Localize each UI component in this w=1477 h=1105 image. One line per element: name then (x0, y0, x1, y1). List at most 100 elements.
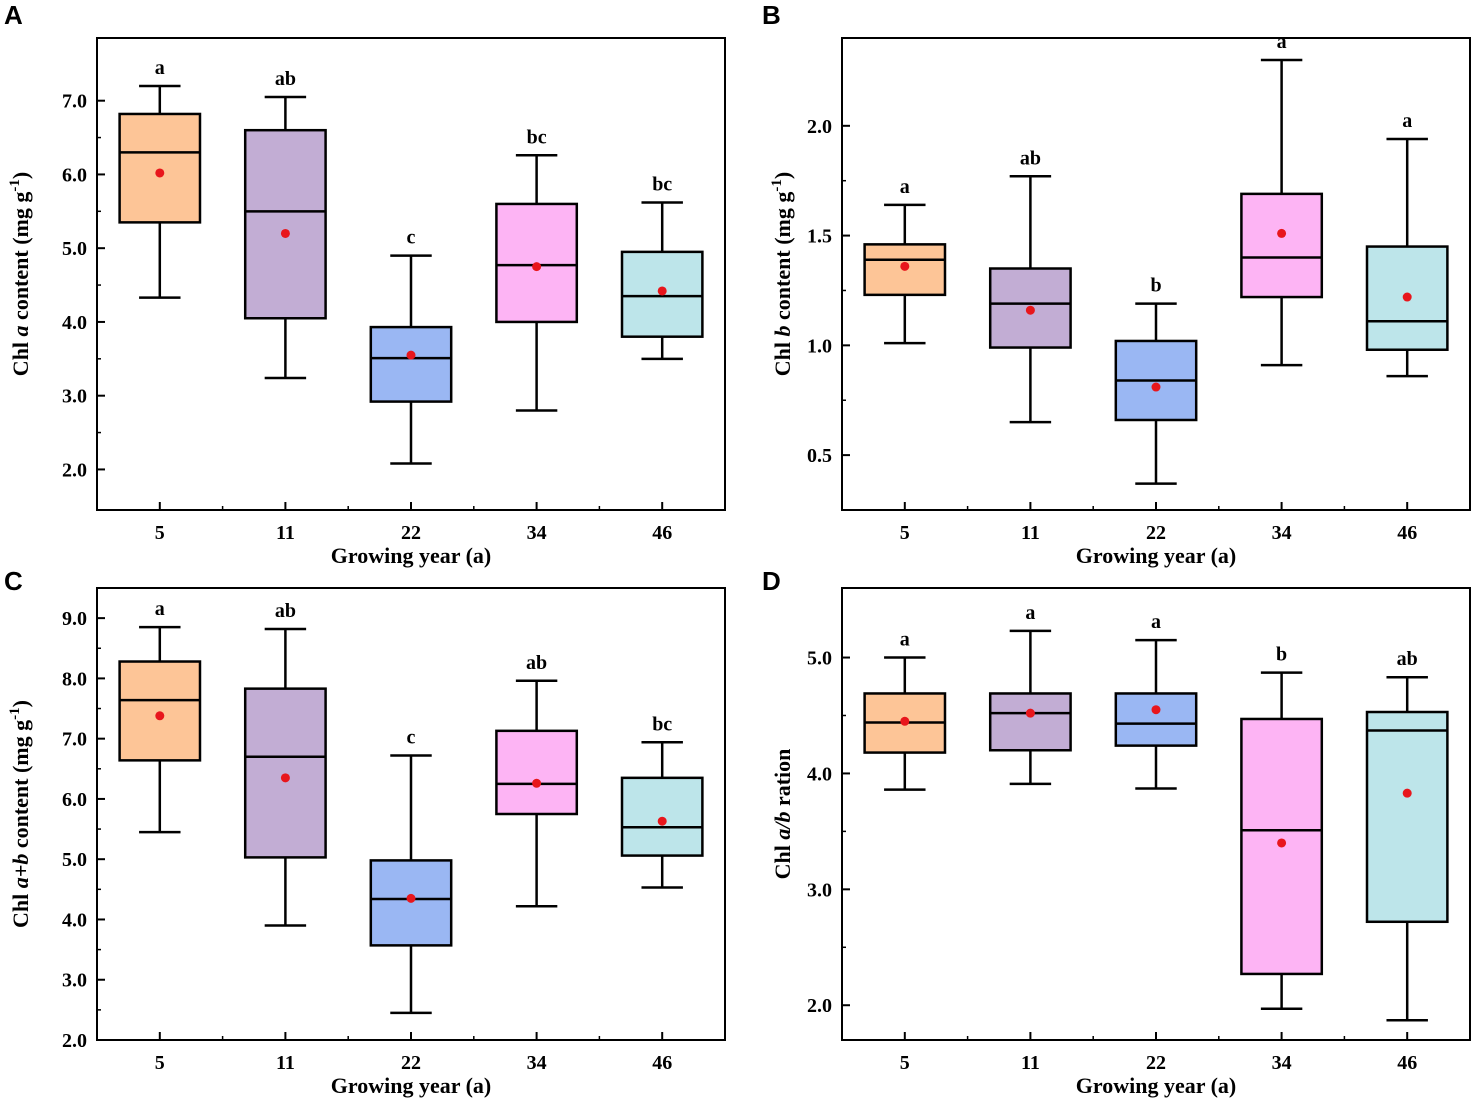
y-tick-label: 2.0 (807, 116, 832, 138)
box-iqr (1114, 692, 1198, 747)
x-tick-label: 22 (1146, 522, 1166, 544)
x-axis-title: Growing year (a) (1076, 543, 1237, 568)
x-tick-label: 34 (527, 1052, 547, 1074)
significance-letter: bc (652, 173, 672, 195)
significance-letter: a (900, 176, 910, 198)
y-tick-label: 1.5 (807, 226, 832, 248)
y-axis-title: Chl a/b ration (770, 749, 795, 880)
significance-letter: b (1276, 644, 1287, 666)
x-tick-label: 11 (1021, 522, 1040, 544)
mean-marker (657, 286, 667, 296)
mean-marker (532, 262, 542, 272)
y-title-prefix: Chl (8, 336, 33, 376)
box-iqr (369, 859, 453, 947)
x-tick-label: 11 (276, 522, 295, 544)
mean-marker (1151, 705, 1161, 715)
significance-letter: ab (275, 68, 296, 90)
panel-b: B 0.5 1.0 1.5 2.0 5 11 22 34 46 Growing year (a) Ch… (762, 0, 1471, 568)
box-11: ab (988, 147, 1072, 424)
mean-marker (900, 261, 910, 271)
box-22: c (369, 227, 453, 465)
y-title-prefix: Chl (8, 888, 33, 928)
mean-marker (155, 168, 165, 178)
mean-marker (1402, 788, 1412, 798)
mean-marker (1277, 838, 1287, 848)
panel-a: A 2.0 3.0 4.0 5.0 6.0 7.0 5 11 22 34 46 Growing year… (4, 0, 726, 568)
box-5: a (118, 598, 202, 834)
y-tick-label: 2.0 (807, 995, 832, 1017)
mean-marker (657, 816, 667, 826)
y-tick-label: 7.0 (62, 91, 87, 113)
y-title-italic: a (8, 325, 33, 336)
panel-letter: B (762, 0, 781, 30)
x-tick-label: 22 (401, 522, 421, 544)
y-title-suffix: content (mg g (8, 192, 33, 326)
x-axis-title: Growing year (a) (331, 543, 492, 568)
box-5: a (863, 176, 947, 345)
significance-letter: a (1277, 31, 1287, 53)
panel-d: D 2.0 3.0 4.0 5.0 5 11 22 34 46 Growing year (a) Ch… (762, 566, 1471, 1098)
y-title-superscript: -1 (7, 707, 23, 720)
y-tick-label: 9.0 (62, 608, 87, 630)
mean-marker (900, 716, 910, 726)
significance-letter: a (1402, 110, 1412, 132)
x-tick-label: 46 (1397, 522, 1417, 544)
box-iqr (1240, 192, 1324, 299)
significance-letter: a (155, 57, 165, 79)
mean-marker (155, 711, 165, 721)
box-iqr (620, 776, 704, 857)
box-11: ab (243, 600, 327, 927)
box-34: a (1240, 31, 1324, 367)
y-title-close: ) (8, 700, 33, 707)
y-tick-label: 6.0 (62, 164, 87, 186)
significance-letter: a (1025, 602, 1035, 624)
y-tick-label: 5.0 (807, 648, 832, 670)
box-34: bc (495, 126, 579, 412)
x-tick-label: 5 (900, 1052, 910, 1074)
x-tick-label: 34 (1272, 1052, 1292, 1074)
mean-marker (1277, 228, 1287, 238)
y-tick-label: 4.0 (62, 909, 87, 931)
significance-letter: a (1151, 611, 1161, 633)
x-tick-label: 5 (900, 522, 910, 544)
x-tick-label: 34 (527, 522, 547, 544)
y-axis-title: Chl b content (mg g-1) (769, 172, 795, 376)
significance-letter: a (900, 629, 910, 651)
mean-marker (1402, 292, 1412, 302)
x-tick-label: 11 (276, 1052, 295, 1074)
x-axis-title: Growing year (a) (331, 1073, 492, 1098)
box-11: a (988, 602, 1072, 786)
x-tick-label: 46 (652, 522, 672, 544)
y-tick-label: 0.5 (807, 445, 832, 467)
y-tick-label: 4.0 (62, 312, 87, 334)
significance-letter: c (407, 227, 416, 249)
x-tick-label: 34 (1272, 522, 1292, 544)
box-iqr (118, 112, 202, 224)
y-tick-label: 8.0 (62, 668, 87, 690)
y-title-suffix: ration (770, 749, 795, 812)
y-tick-label: 4.0 (807, 763, 832, 785)
box-iqr (369, 325, 453, 403)
x-tick-label: 11 (1021, 1052, 1040, 1074)
y-title-superscript: -1 (769, 179, 785, 192)
mean-marker (1151, 382, 1161, 392)
y-tick-label: 2.0 (62, 1030, 87, 1052)
y-tick-label: 3.0 (62, 970, 87, 992)
box-46: bc (620, 173, 704, 361)
significance-letter: ab (1020, 147, 1041, 169)
y-tick-label: 7.0 (62, 729, 87, 751)
y-title-suffix: content (mg g (8, 720, 33, 854)
significance-letter: b (1150, 275, 1161, 297)
panel-c: C 2.0 3.0 4.0 5.0 6.0 7.0 8.0 9.0 5 11 22 34 46 Growin… (4, 566, 726, 1098)
box-22: a (1114, 611, 1198, 790)
box-22: c (369, 727, 453, 1015)
box-iqr (243, 128, 327, 320)
y-title-prefix: Chl (770, 840, 795, 880)
y-tick-label: 5.0 (62, 849, 87, 871)
mean-marker (406, 350, 416, 360)
x-tick-label: 22 (401, 1052, 421, 1074)
box-11: ab (243, 68, 327, 380)
x-tick-label: 46 (1397, 1052, 1417, 1074)
y-title-italic: b (770, 325, 795, 336)
